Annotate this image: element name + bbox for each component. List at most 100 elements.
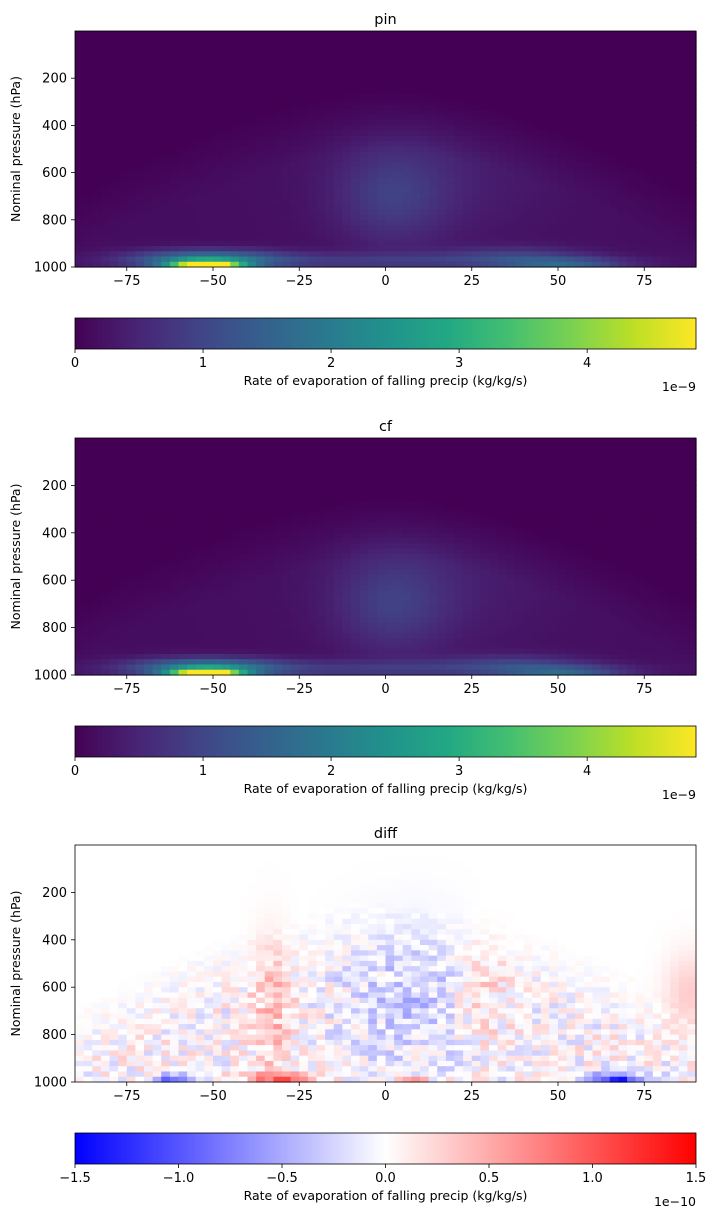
- heatmap-cell: [601, 251, 611, 258]
- heatmap-cell: [454, 204, 464, 210]
- heatmap-cell: [652, 261, 663, 268]
- heatmap-cell: [126, 474, 136, 481]
- heatmap-cell: [342, 204, 352, 210]
- heatmap-cell: [118, 659, 128, 666]
- heatmap-cell: [178, 261, 188, 268]
- heatmap-cell: [299, 506, 309, 513]
- heatmap-cell: [566, 51, 576, 58]
- heatmap-cell: [152, 188, 162, 195]
- heatmap-cell: [256, 464, 266, 471]
- heatmap-cell: [152, 261, 162, 268]
- heatmap-cell: [204, 141, 214, 147]
- heatmap-cell: [135, 485, 145, 492]
- heatmap-cell: [169, 485, 180, 492]
- heatmap-cell: [187, 230, 197, 237]
- heatmap-cell: [385, 638, 395, 644]
- heatmap-cell: [161, 162, 171, 168]
- heatmap-cell: [100, 448, 111, 455]
- heatmap-cell: [635, 130, 645, 137]
- heatmap-cell: [195, 256, 205, 263]
- heatmap-cell: [178, 256, 188, 263]
- heatmap-cell: [92, 240, 102, 247]
- heatmap-cell: [247, 522, 257, 529]
- heatmap-cell: [592, 235, 602, 242]
- heatmap-cell: [161, 517, 171, 523]
- heatmap-cell: [411, 193, 421, 200]
- heatmap-cell: [420, 261, 430, 268]
- heatmap-cell: [264, 225, 274, 231]
- heatmap-cell: [385, 622, 395, 629]
- heatmap-cell: [437, 235, 447, 242]
- heatmap-cell: [385, 538, 395, 544]
- heatmap-cell: [161, 543, 171, 550]
- heatmap-cell: [385, 532, 395, 539]
- heatmap-cell: [290, 162, 300, 168]
- heatmap-cell: [523, 261, 533, 268]
- heatmap-cell: [169, 474, 180, 481]
- heatmap-cell: [290, 62, 300, 69]
- heatmap-cell: [566, 135, 576, 142]
- heatmap-cell: [325, 559, 335, 565]
- heatmap-cell: [92, 188, 102, 195]
- heatmap-cell: [609, 156, 619, 163]
- heatmap-cell: [514, 251, 525, 258]
- heatmap-cell: [213, 120, 223, 126]
- heatmap-cell: [178, 67, 188, 74]
- heatmap-cell: [195, 31, 205, 37]
- heatmap-cell: [394, 480, 404, 486]
- heatmap-cell: [411, 188, 421, 195]
- heatmap-cell: [489, 62, 499, 69]
- heatmap-cell: [342, 93, 352, 100]
- heatmap-cell: [282, 617, 292, 623]
- heatmap-cell: [592, 62, 602, 69]
- heatmap-cell: [342, 559, 352, 565]
- heatmap-cell: [618, 125, 628, 132]
- heatmap-cell: [592, 125, 602, 132]
- heatmap-cell: [359, 664, 369, 671]
- heatmap-cell: [420, 57, 430, 64]
- heatmap-cell: [609, 177, 619, 184]
- heatmap-cell: [264, 88, 274, 95]
- heatmap-cell: [238, 51, 249, 58]
- heatmap-cell: [299, 480, 309, 486]
- heatmap-cell: [290, 109, 300, 116]
- heatmap-cell: [480, 88, 490, 95]
- heatmap-cell: [368, 517, 378, 523]
- heatmap-cell: [264, 448, 274, 455]
- heatmap-cell: [195, 474, 205, 481]
- heatmap-cell: [169, 553, 180, 560]
- heatmap-cell: [316, 569, 326, 576]
- heatmap-cell: [325, 167, 335, 174]
- heatmap-cell: [342, 235, 352, 242]
- heatmap-cell: [126, 261, 136, 268]
- heatmap-cell: [152, 527, 162, 534]
- heatmap-cell: [514, 31, 525, 37]
- heatmap-cell: [161, 559, 171, 565]
- heatmap-cell: [264, 490, 274, 497]
- heatmap-cell: [471, 109, 481, 116]
- heatmap-cell: [118, 590, 128, 597]
- heatmap-cell: [601, 120, 611, 126]
- heatmap-cell: [299, 532, 309, 539]
- heatmap-cell: [394, 474, 404, 481]
- heatmap-cell: [635, 225, 645, 231]
- heatmap-cell: [247, 198, 257, 205]
- heatmap-cell: [195, 183, 205, 189]
- heatmap-cell: [618, 240, 628, 247]
- heatmap-cell: [282, 78, 292, 85]
- heatmap-cell: [126, 574, 136, 581]
- heatmap-cell: [238, 219, 249, 226]
- heatmap-cell: [661, 167, 671, 174]
- heatmap-cell: [204, 569, 214, 576]
- heatmap-cell: [687, 172, 697, 179]
- heatmap-cell: [256, 469, 266, 476]
- heatmap-cell: [144, 135, 154, 142]
- heatmap-cell: [118, 78, 128, 85]
- heatmap-cell: [118, 204, 128, 210]
- heatmap-cell: [238, 643, 249, 650]
- heatmap-cell: [264, 569, 274, 576]
- heatmap-cell: [221, 585, 231, 592]
- heatmap-cell: [247, 151, 257, 158]
- heatmap-cell: [540, 41, 550, 48]
- heatmap-cell: [661, 156, 671, 163]
